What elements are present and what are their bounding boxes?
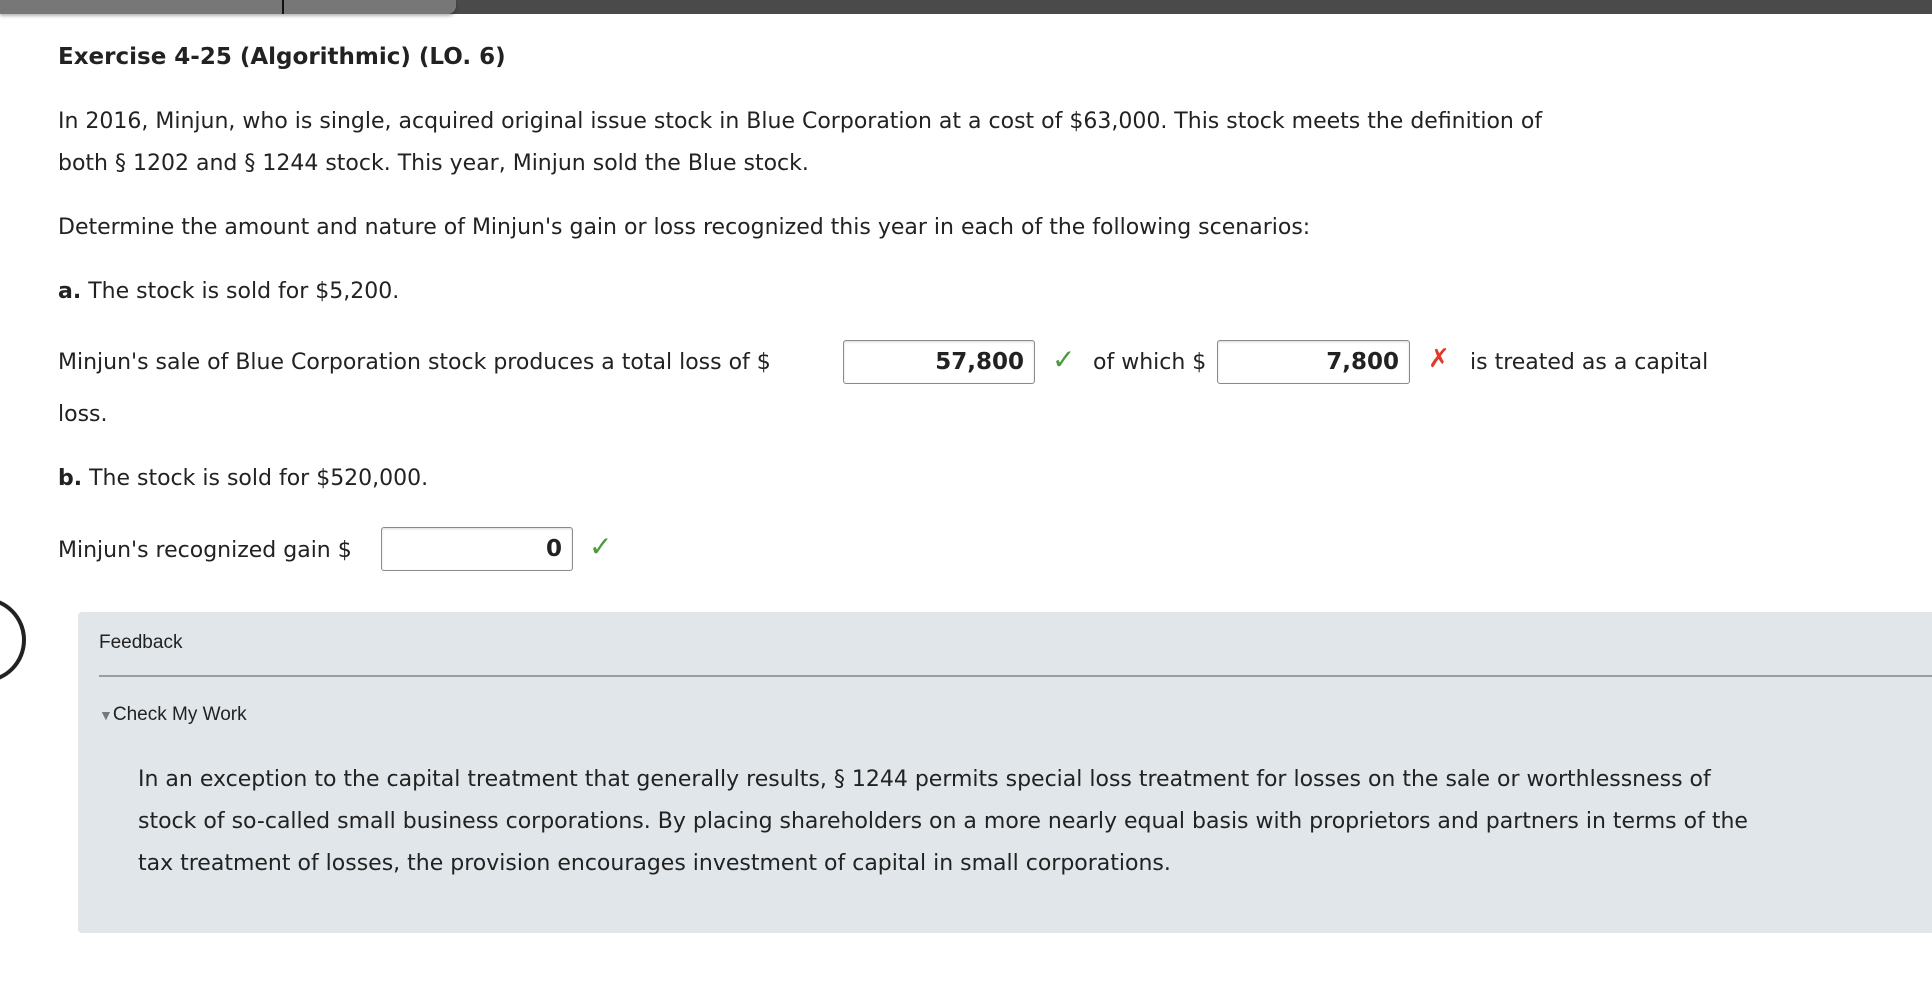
capital-loss-input[interactable]: 7,800: [1217, 340, 1410, 384]
part-a-sentence-wrap: loss.: [58, 402, 108, 427]
total-loss-input[interactable]: 57,800: [843, 340, 1035, 384]
part-a-prompt: a. The stock is sold for $5,200.: [58, 271, 399, 313]
part-a-label: a.: [58, 279, 82, 304]
intro-line-1: In 2016, Minjun, who is single, acquired…: [58, 109, 1543, 134]
check-icon: ✓: [589, 530, 613, 563]
triangle-down-icon: ▼: [99, 707, 113, 723]
part-b-label: b.: [58, 466, 83, 491]
check-my-work-label: Check My Work: [112, 704, 247, 725]
part-a-sentence-start: Minjun's sale of Blue Corporation stock …: [58, 350, 771, 375]
instruction: Determine the amount and nature of Minju…: [58, 215, 1311, 240]
feedback-panel: [78, 612, 1932, 933]
top-tab[interactable]: [0, 0, 456, 14]
tab-divider: [282, 0, 284, 14]
feedback-text-line-1: In an exception to the capital treatment…: [138, 767, 1711, 792]
feedback-divider: [99, 675, 1932, 677]
part-a-sentence-end: is treated as a capital: [1470, 350, 1709, 375]
check-icon: ✓: [1052, 343, 1076, 376]
feedback-text-line-2: stock of so-called small business corpor…: [138, 809, 1748, 834]
part-b-text: The stock is sold for $520,000.: [82, 466, 429, 491]
gain-input[interactable]: 0: [381, 527, 573, 571]
part-b-sentence-start: Minjun's recognized gain $: [58, 538, 352, 563]
intro-line-2: both § 1202 and § 1244 stock. This year,…: [58, 151, 809, 176]
side-circle-control[interactable]: [0, 597, 26, 683]
feedback-text-line-3: tax treatment of losses, the provision e…: [138, 851, 1171, 876]
part-a-text: The stock is sold for $5,200.: [81, 279, 400, 304]
feedback-heading: Feedback: [99, 632, 183, 653]
cross-icon: ✗: [1428, 344, 1450, 374]
check-my-work-toggle[interactable]: ▼Check My Work: [99, 704, 247, 726]
browser-top-bar: [0, 0, 1932, 14]
part-a-middle: of which $: [1093, 350, 1207, 375]
exercise-title: Exercise 4-25 (Algorithmic) (LO. 6): [58, 44, 506, 70]
part-b-prompt: b. The stock is sold for $520,000.: [58, 458, 428, 500]
